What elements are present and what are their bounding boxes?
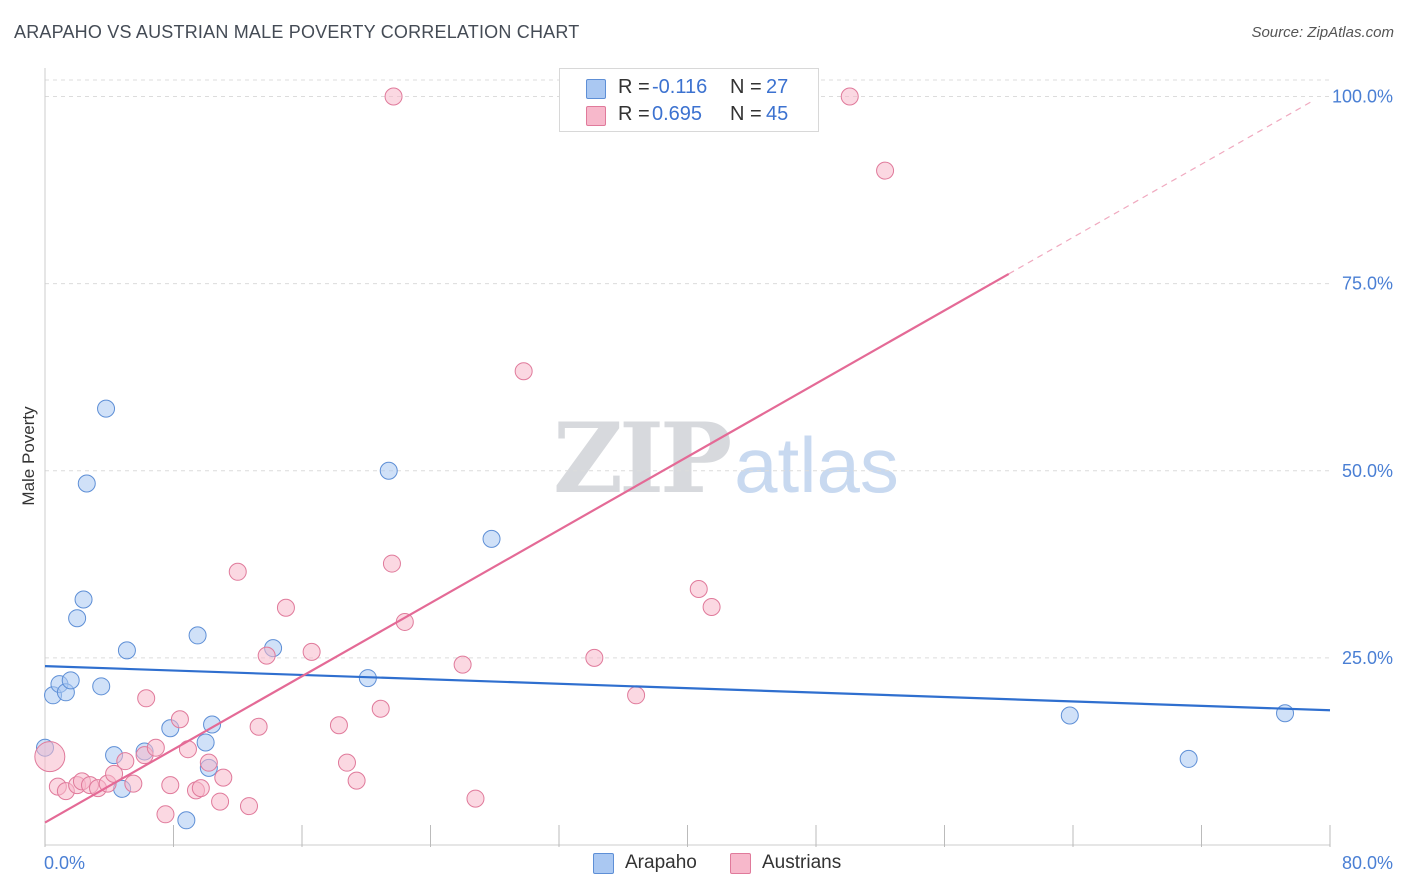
- y-tick-label: 100.0%: [1332, 87, 1393, 107]
- austrians-point: [156, 805, 175, 824]
- austrians-point: [161, 776, 180, 795]
- austrians-point: [329, 716, 348, 735]
- y-tick-label: 50.0%: [1342, 461, 1393, 481]
- austrians-point: [453, 655, 472, 674]
- arapaho-point: [97, 399, 116, 418]
- arapaho-point: [1060, 706, 1079, 725]
- legend-n-value: 45: [766, 103, 789, 125]
- correlation-legend: R = -0.116 N = 27 R = 0.695 N = 45: [559, 68, 819, 132]
- austrians-point: [178, 740, 197, 759]
- austrians-point: [228, 562, 247, 581]
- x-tick-label: 0.0%: [44, 853, 85, 873]
- arapaho-point: [196, 733, 215, 752]
- austrians-point: [382, 554, 401, 573]
- austrians-point: [689, 580, 708, 599]
- austrians-trend-line: [44, 272, 1010, 824]
- arapaho-point: [117, 641, 136, 660]
- chart-title: ARAPAHO VS AUSTRIAN MALE POVERTY CORRELA…: [14, 22, 580, 42]
- watermark-atlas: atlas: [734, 421, 899, 509]
- legend-swatch-austrians: [586, 106, 606, 126]
- bottom-legend-label-austrians: Austrians: [762, 852, 842, 873]
- austrians-point: [146, 738, 165, 757]
- legend-r-value: 0.695: [652, 103, 703, 125]
- austrians-point: [876, 161, 895, 180]
- legend-n-label: N =: [730, 103, 762, 125]
- y-axis-label: Male Poverty: [19, 406, 38, 506]
- austrians-point: [124, 774, 143, 793]
- austrians-point: [302, 642, 321, 661]
- arapaho-point: [74, 590, 93, 609]
- austrians-point: [249, 717, 268, 736]
- austrians-point: [276, 598, 295, 617]
- bottom-legend-swatch-arapaho: [593, 853, 614, 874]
- arapaho-point: [177, 811, 196, 830]
- arapaho-point: [379, 461, 398, 480]
- austrians-point: [627, 686, 646, 705]
- tick-labels: 25.0% 50.0% 75.0% 100.0% 0.0% 80.0%: [44, 87, 1393, 874]
- austrians-point: [337, 753, 356, 772]
- austrians-point: [347, 771, 366, 790]
- austrians-point: [257, 646, 276, 665]
- austrians-point: [239, 797, 258, 816]
- austrians-point: [585, 648, 604, 667]
- axes: [44, 68, 1331, 847]
- austrians-point: [514, 362, 533, 381]
- austrians-trend-extension: [1008, 99, 1315, 275]
- austrians-point: [466, 789, 485, 808]
- bottom-legend-label-arapaho: Arapaho: [625, 852, 697, 873]
- legend-r-label: R =: [618, 103, 650, 125]
- austrians-point: [199, 753, 218, 772]
- bottom-legend-swatch-austrians: [730, 853, 751, 874]
- legend-swatch-arapaho: [586, 79, 606, 99]
- legend-r-value: -0.116: [652, 76, 708, 98]
- watermark: ZIPatlas: [553, 402, 899, 515]
- arapaho-point: [1179, 749, 1198, 768]
- legend-n-label: N =: [730, 76, 762, 98]
- source-credit: Source: ZipAtlas.com: [1251, 24, 1394, 41]
- austrians-point: [34, 741, 66, 773]
- austrians-point: [116, 752, 135, 771]
- legend-n-value: 27: [766, 76, 789, 98]
- arapaho-trend-line: [44, 665, 1331, 712]
- austrians-point: [214, 768, 233, 787]
- austrians-point: [211, 792, 230, 811]
- arapaho-point: [77, 474, 96, 493]
- arapaho-point: [61, 671, 80, 690]
- legend-r-label: R =: [618, 76, 650, 98]
- austrians-point: [702, 597, 721, 616]
- austrians-point: [371, 699, 390, 718]
- arapaho-point: [92, 677, 111, 696]
- data-points: [34, 87, 1295, 830]
- austrians-point: [170, 710, 189, 729]
- y-tick-label: 25.0%: [1342, 648, 1393, 668]
- austrians-point: [137, 689, 156, 708]
- austrians-point: [191, 779, 210, 798]
- trend-lines: [44, 99, 1331, 824]
- austrians-point: [384, 87, 403, 106]
- austrians-point: [840, 87, 859, 106]
- arapaho-point: [482, 529, 501, 548]
- y-tick-label: 75.0%: [1342, 274, 1393, 294]
- watermark-zip: ZIP: [553, 402, 732, 515]
- arapaho-point: [1276, 704, 1295, 723]
- x-tick-label: 80.0%: [1342, 853, 1393, 873]
- arapaho-point: [68, 609, 87, 628]
- arapaho-point: [188, 626, 207, 645]
